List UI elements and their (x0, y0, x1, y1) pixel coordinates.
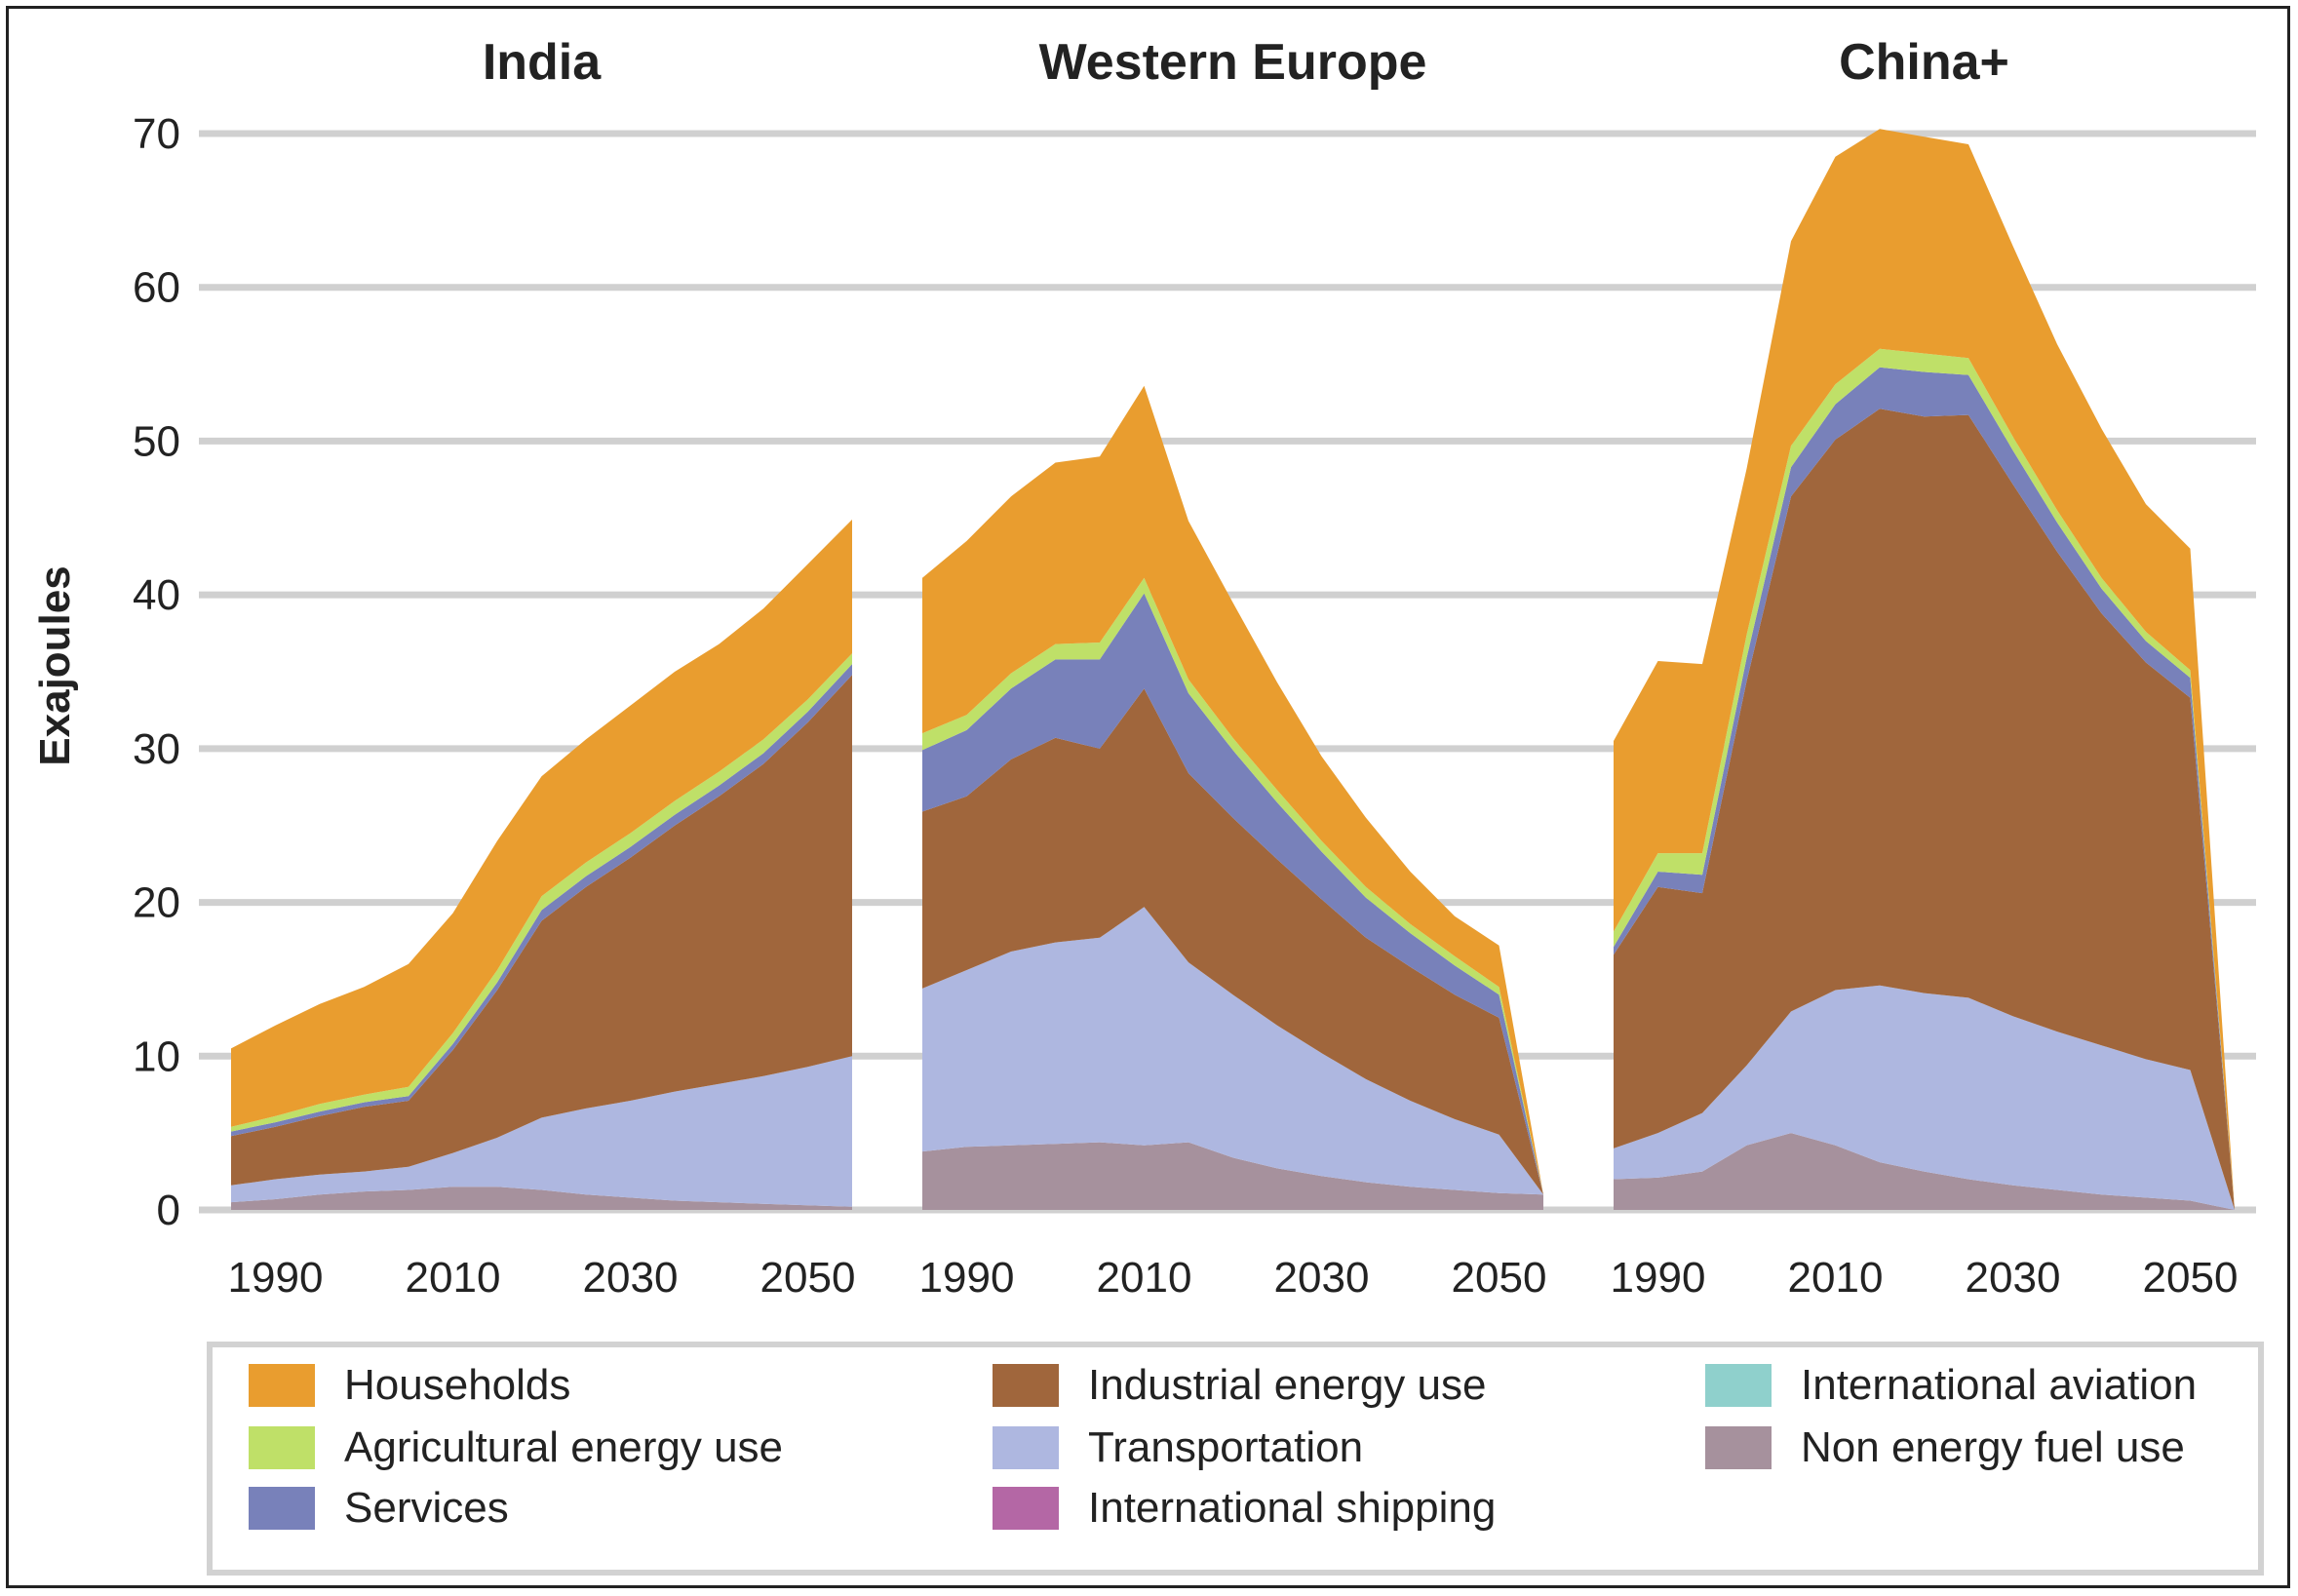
area-india-non-energy-fuel-use (231, 1187, 852, 1210)
x-tick-label-india-2030: 2030 (583, 1254, 679, 1302)
y-tick-label-50: 50 (133, 417, 180, 465)
y-tick-label-70: 70 (133, 110, 180, 158)
legend-label-services: Services (344, 1484, 509, 1532)
legend-label-non-energy-fuel-use: Non energy fuel use (1801, 1423, 2185, 1471)
legend-swatch-households (249, 1364, 315, 1407)
legend-swatch-transportation (993, 1426, 1059, 1469)
legend-item-transportation: Transportation (993, 1423, 1363, 1472)
legend-label-industrial-energy-use: Industrial energy use (1088, 1361, 1487, 1409)
y-axis-label: Exajoules (31, 565, 79, 765)
panel-title-india: India (483, 34, 602, 91)
legend-item-non-energy-fuel-use: Non energy fuel use (1705, 1423, 2185, 1472)
area-western-europe-transportation (922, 907, 1543, 1195)
legend-swatch-non-energy-fuel-use (1705, 1426, 1772, 1469)
legend-item-international-aviation: International aviation (1705, 1361, 2197, 1410)
legend-swatch-industrial-energy-use (993, 1364, 1059, 1407)
legend-item-international-shipping: International shipping (993, 1484, 1496, 1533)
x-tick-label-western-europe-2010: 2010 (1097, 1254, 1192, 1302)
legend-item-households: Households (249, 1361, 570, 1410)
x-tick-label-western-europe-2050: 2050 (1452, 1254, 1547, 1302)
x-axis-ticks: 1990 2010 2030 2050 1990 2010 2030 2050 1990 2010… (228, 1254, 2239, 1302)
area-china-non-energy-fuel-use (1614, 1133, 2235, 1210)
legend-item-industrial-energy-use: Industrial energy use (993, 1361, 1486, 1410)
legend-swatch-agricultural-energy-use (249, 1426, 315, 1469)
legend-label-households: Households (344, 1361, 571, 1409)
x-tick-label-india-2010: 2010 (406, 1254, 501, 1302)
chart-frame: 0 10 20 30 40 50 60 70 1990 2010 2030 2050 1990 2010… (6, 6, 2290, 1588)
panel-title-china: China+ (1839, 34, 2009, 91)
y-tick-label-30: 30 (133, 725, 180, 773)
legend-swatch-services (249, 1487, 315, 1530)
area-western-europe-households (922, 385, 1543, 1195)
x-tick-label-india-2050: 2050 (760, 1254, 856, 1302)
panel-titles: India Western Europe China+ (483, 34, 2009, 91)
y-tick-label-60: 60 (133, 264, 180, 312)
x-tick-label-india-1990: 1990 (228, 1254, 324, 1302)
x-tick-label-western-europe-2030: 2030 (1274, 1254, 1370, 1302)
panel-title-western-europe: Western Europe (1039, 34, 1427, 91)
legend-label-transportation: Transportation (1088, 1423, 1364, 1471)
y-tick-label-20: 20 (133, 879, 180, 927)
legend-swatch-international-aviation (1705, 1364, 1772, 1407)
area-india-transportation (231, 1056, 852, 1207)
legend-label-international-shipping: International shipping (1088, 1484, 1497, 1532)
legend-label-international-aviation: International aviation (1801, 1361, 2198, 1409)
y-tick-label-0: 0 (157, 1187, 180, 1234)
legend-item-services: Services (249, 1484, 509, 1533)
area-western-europe-non-energy-fuel-use (922, 1142, 1543, 1210)
legend-item-agricultural-energy-use: Agricultural energy use (249, 1423, 783, 1472)
legend-swatch-international-shipping (993, 1487, 1059, 1530)
x-tick-label-china-2010: 2010 (1788, 1254, 1884, 1302)
stacked-areas (231, 129, 2235, 1210)
x-tick-label-western-europe-1990: 1990 (919, 1254, 1015, 1302)
y-tick-label-40: 40 (133, 571, 180, 619)
x-tick-label-china-2050: 2050 (2143, 1254, 2239, 1302)
y-axis-ticks: 0 10 20 30 40 50 60 70 (133, 110, 180, 1234)
area-india-industrial-energy-use (231, 675, 852, 1186)
area-china-services (1614, 367, 2235, 1210)
x-tick-label-china-1990: 1990 (1611, 1254, 1706, 1302)
area-china-transportation (1614, 985, 2235, 1210)
legend-label-agricultural-energy-use: Agricultural energy use (344, 1423, 784, 1471)
x-tick-label-china-2030: 2030 (1966, 1254, 2061, 1302)
area-china-industrial-energy-use (1614, 409, 2235, 1210)
y-tick-label-10: 10 (133, 1032, 180, 1080)
area-india-households (231, 519, 852, 1127)
legend: Households Industrial energy use Internati… (207, 1342, 2264, 1576)
area-western-europe-industrial-energy-use (922, 688, 1543, 1195)
area-china-households (1614, 129, 2235, 1210)
